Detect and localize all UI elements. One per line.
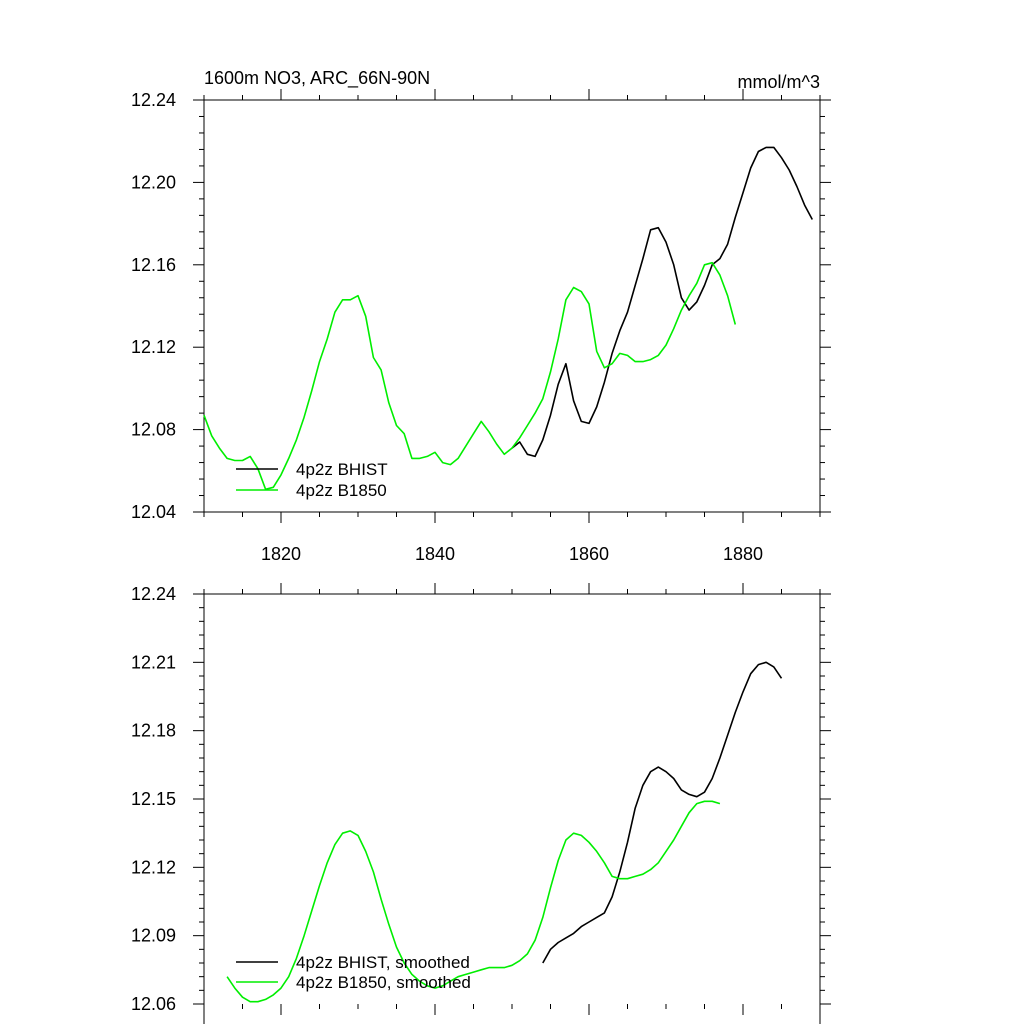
top-x-tick-label: 1820 (261, 544, 301, 564)
bottom-series-lines (226, 661, 783, 1003)
bottom-y-tick-label: 12.21 (131, 652, 176, 672)
bottom-x-ticks (203, 583, 821, 1015)
top-units-label: mmol/m^3 (738, 72, 820, 92)
bottom-panel: 12.06 12.09 12.12 12.15 12.18 12.21 12.24 4p2z… (131, 583, 831, 1024)
top-series-line-b1850 (203, 261, 737, 491)
top-y-tick-label: 12.12 (131, 337, 176, 357)
bottom-y-tick-label: 12.09 (131, 926, 176, 946)
top-y-tick-label: 12.16 (131, 255, 176, 275)
top-y-tick-label: 12.24 (131, 90, 176, 110)
bottom-series-line-b1850 (226, 800, 721, 1003)
bottom-legend-label-bhist: 4p2z BHIST, smoothed (296, 953, 470, 972)
top-y-tick-label: 12.20 (131, 172, 176, 192)
top-legend: 4p2z BHIST 4p2z B1850 (236, 460, 388, 500)
bottom-y-tick-label: 12.12 (131, 857, 176, 877)
top-legend-label-b1850: 4p2z B1850 (296, 481, 387, 500)
top-legend-label-bhist: 4p2z BHIST (296, 460, 388, 479)
top-y-tick-label: 12.04 (131, 502, 176, 522)
bottom-y-tick-label: 12.15 (131, 789, 176, 809)
top-y-ticks: 12.04 12.08 12.12 12.16 12.20 12.24 (131, 90, 831, 522)
bottom-y-tick-label: 12.06 (131, 994, 176, 1014)
bottom-legend-label-b1850: 4p2z B1850, smoothed (296, 973, 471, 992)
top-x-tick-label: 1840 (415, 544, 455, 564)
bottom-y-tick-label: 12.24 (131, 584, 176, 604)
top-plot-frame (203, 99, 821, 513)
top-x-tick-label: 1880 (723, 544, 763, 564)
bottom-y-ticks: 12.06 12.09 12.12 12.15 12.18 12.21 12.24 (131, 584, 831, 1014)
top-panel: 1600m NO3, ARC_66N-90N mmol/m^3 1820 1840… (131, 68, 831, 564)
top-x-ticks: 1820 1840 1860 1880 (203, 89, 821, 564)
bottom-legend: 4p2z BHIST, smoothed 4p2z B1850, smoothe… (236, 953, 471, 992)
top-x-tick-label: 1860 (569, 544, 609, 564)
top-series-line-bhist (511, 146, 814, 458)
bottom-series-line-bhist (542, 661, 783, 964)
top-y-tick-label: 12.08 (131, 420, 176, 440)
bottom-y-tick-label: 12.18 (131, 721, 176, 741)
top-series-lines (203, 146, 814, 491)
top-chart-title: 1600m NO3, ARC_66N-90N (204, 68, 430, 89)
